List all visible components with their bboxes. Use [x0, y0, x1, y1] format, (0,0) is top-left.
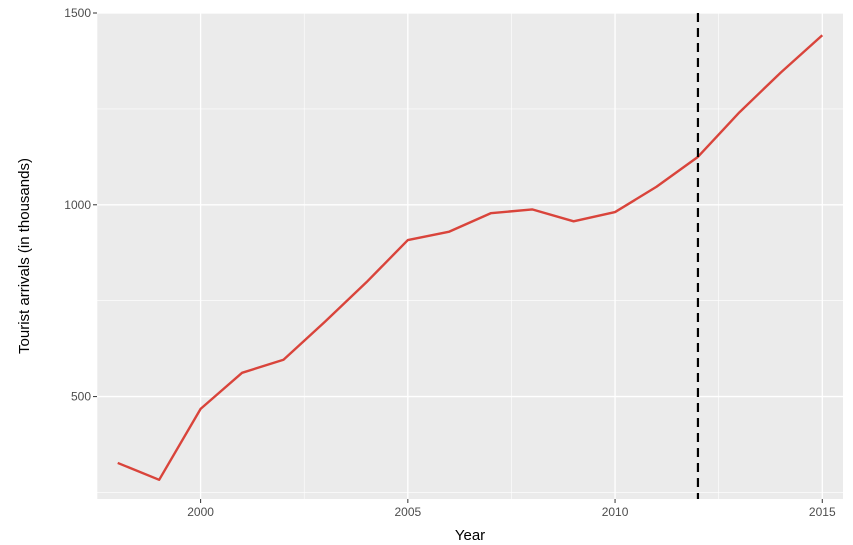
y-tick-label: 500	[71, 390, 91, 404]
plot-panel	[97, 13, 843, 499]
y-tick-label: 1500	[64, 6, 91, 20]
gridlines	[96, 12, 843, 499]
y-axis-title: Tourist arrivals (in thousands)	[16, 158, 33, 354]
x-tick-label: 2005	[394, 505, 421, 519]
y-tick-label: 1000	[64, 198, 91, 212]
x-tick-label: 2010	[602, 505, 629, 519]
x-tick-label: 2000	[187, 505, 214, 519]
x-tick-label: 2015	[809, 505, 836, 519]
x-axis-title: Year	[455, 527, 485, 544]
series-line-tourist-arrivals	[117, 34, 824, 482]
x-axis-ticks: 2000 2005 2010 2015	[187, 499, 836, 519]
y-axis-ticks: 500 1000 1500	[64, 6, 97, 404]
